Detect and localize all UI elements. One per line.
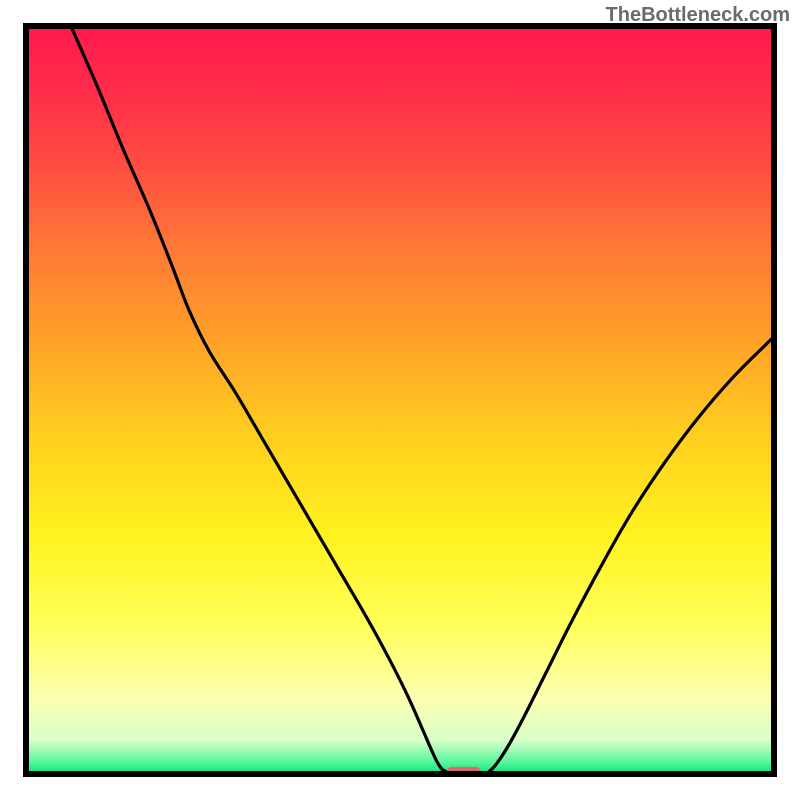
watermark-text: TheBottleneck.com	[606, 4, 790, 27]
plot-background	[26, 26, 774, 774]
chart-svg	[0, 0, 800, 800]
chart-container: TheBottleneck.com	[0, 0, 800, 800]
